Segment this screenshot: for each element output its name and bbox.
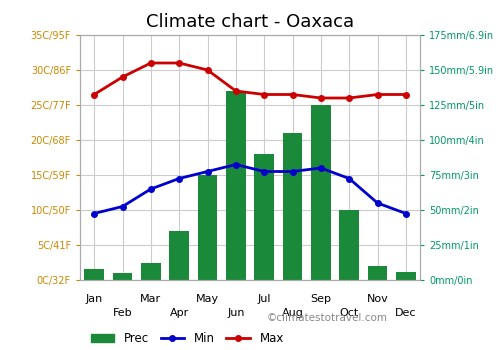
Bar <box>396 272 416 280</box>
Bar <box>112 273 132 280</box>
Text: May: May <box>196 294 219 304</box>
Bar <box>84 269 104 280</box>
Text: ©climatestotravel.com: ©climatestotravel.com <box>267 313 388 323</box>
Text: Feb: Feb <box>112 308 132 318</box>
Bar <box>254 154 274 280</box>
Text: Nov: Nov <box>366 294 388 304</box>
Bar <box>368 266 388 280</box>
Bar <box>311 105 331 280</box>
Text: Jan: Jan <box>86 294 103 304</box>
Text: Jun: Jun <box>227 308 244 318</box>
Text: Apr: Apr <box>170 308 189 318</box>
Text: Oct: Oct <box>340 308 359 318</box>
Text: Sep: Sep <box>310 294 332 304</box>
Text: Aug: Aug <box>282 308 304 318</box>
Text: Mar: Mar <box>140 294 162 304</box>
Legend: Prec, Min, Max: Prec, Min, Max <box>86 328 288 350</box>
Bar <box>198 175 218 280</box>
Bar <box>226 91 246 280</box>
Bar <box>169 231 189 280</box>
Title: Climate chart - Oaxaca: Climate chart - Oaxaca <box>146 13 354 31</box>
Bar <box>339 210 359 280</box>
Bar <box>141 263 161 280</box>
Bar <box>282 133 302 280</box>
Text: Jul: Jul <box>258 294 271 304</box>
Text: Dec: Dec <box>395 308 416 318</box>
